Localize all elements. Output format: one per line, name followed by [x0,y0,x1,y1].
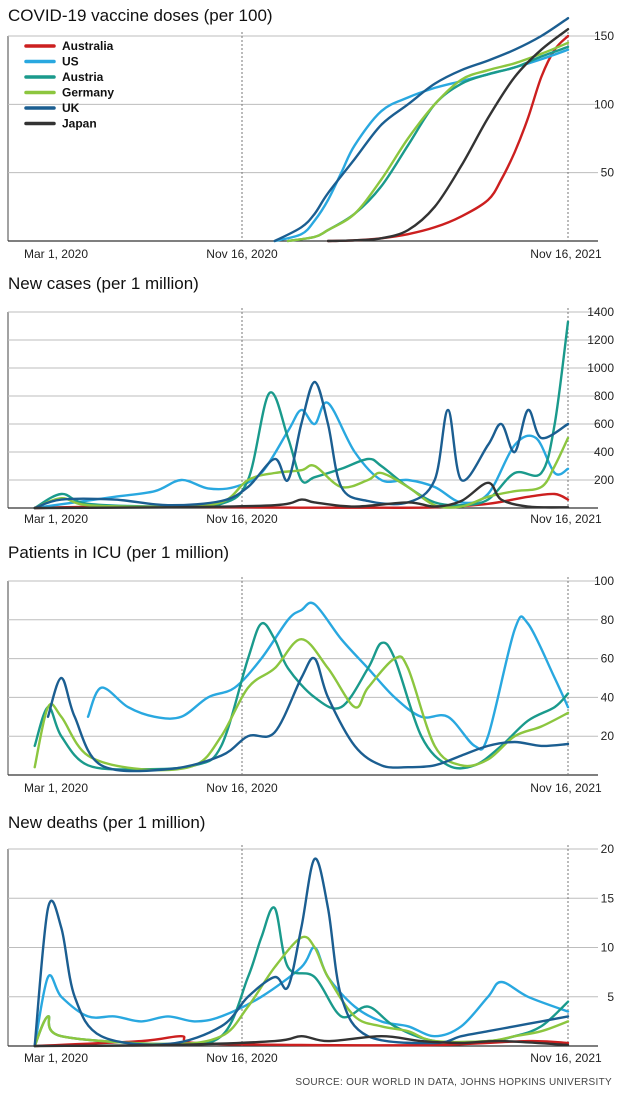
series-line-us [33,401,570,510]
series-line-japan [33,481,570,510]
y-tick-label: 200 [594,473,614,487]
chart-title: New cases (per 1 million) [8,274,199,293]
legend-label: US [62,55,79,69]
y-tick-label: 100 [594,97,614,111]
y-tick-label: 1200 [587,333,614,347]
x-tick-label: Nov 16, 2021 [530,512,602,526]
y-tick-label: 20 [601,842,615,856]
chart-title: Patients in ICU (per 1 million) [8,543,230,562]
y-tick-label: 15 [601,891,615,905]
y-tick-label: 20 [601,729,615,743]
legend-label: Austria [62,70,104,84]
y-tick-label: 1000 [587,361,614,375]
chart-new-cases-svg: 200 400 600 800 1000 1200 1400 Mar 1, 2020 Nov 1… [7,305,614,526]
series-line-japan [326,28,570,243]
y-tick-label: 80 [601,613,615,627]
x-tick-label: Mar 1, 2020 [24,512,88,526]
chart-new-deaths: New deaths (per 1 million) 5 10 15 20 Mar 1,… [0,805,620,1075]
series-line-japan [33,1035,570,1048]
series-line-us [273,48,570,243]
y-tick-label: 50 [601,166,615,180]
x-tick-label: Nov 16, 2021 [530,1051,602,1065]
legend-label: Australia [62,39,114,53]
x-tick-label: Mar 1, 2020 [24,247,88,261]
x-tick-label: Nov 16, 2021 [530,247,602,261]
chart-new-deaths-svg: 5 10 15 20 Mar 1, 2020 Nov 16, 2020 Nov 16, 20… [7,842,615,1065]
y-tick-label: 100 [594,574,614,588]
series-line-us [33,946,570,1048]
series-line-us [86,601,570,751]
y-tick-label: 150 [594,29,614,43]
chart-title: New deaths (per 1 million) [8,813,206,832]
y-tick-label: 400 [594,445,614,459]
series-line-uk [273,17,570,243]
series-line-australia [326,34,570,243]
y-tick-label: 5 [607,990,614,1004]
chart-vaccine-doses-svg: 50 100 150 Mar 1, 2020 Nov 16, 2020 Nov 16, 2… [7,17,615,261]
legend-label: Japan [62,117,97,131]
series-line-germany [286,41,570,243]
series-line-uk [46,656,570,773]
y-tick-label: 10 [601,941,615,955]
chart-icu-patients: Patients in ICU (per 1 million) 20 40 60 80… [0,535,620,805]
legend-label: Germany [62,86,114,100]
x-tick-label: Nov 16, 2020 [206,247,278,261]
x-tick-label: Nov 16, 2020 [206,781,278,795]
legend-label: UK [62,101,80,115]
x-tick-label: Nov 16, 2021 [530,781,602,795]
series-line-austria [286,45,570,243]
series-line-uk [33,857,570,1048]
y-tick-label: 600 [594,417,614,431]
series-line-germany [33,935,570,1048]
series-line-uk [33,380,570,510]
x-tick-label: Nov 16, 2020 [206,512,278,526]
series-line-germany [33,638,570,772]
x-tick-label: Mar 1, 2020 [24,1051,88,1065]
y-tick-label: 1400 [587,305,614,319]
x-tick-label: Nov 16, 2020 [206,1051,278,1065]
y-tick-label: 800 [594,389,614,403]
y-tick-label: 60 [601,652,615,666]
chart-new-cases: New cases (per 1 million) 200 400 600 800 10… [0,270,620,535]
chart-icu-svg: 20 40 60 80 100 Mar 1, 2020 Nov 16, 2020 Nov 16… [7,574,615,795]
chart-vaccine-doses: COVID-19 vaccine doses (per 100) 50 100 15… [0,0,620,270]
x-tick-label: Mar 1, 2020 [24,781,88,795]
source-note: SOURCE: OUR WORLD IN DATA, JOHNS HOPKINS… [295,1077,612,1088]
y-tick-label: 40 [601,690,615,704]
chart-title: COVID-19 vaccine doses (per 100) [8,6,273,25]
